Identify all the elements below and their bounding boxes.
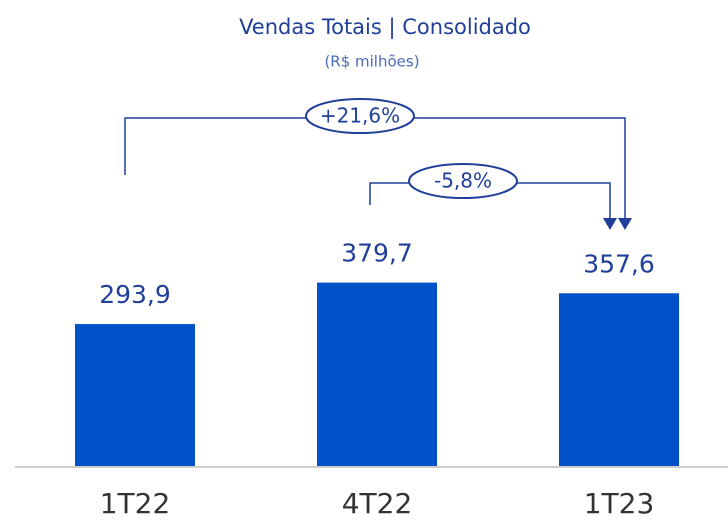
bar (559, 293, 679, 466)
arrow (603, 218, 617, 230)
x-tick-label: 1T22 (100, 487, 171, 520)
annotation-ellipse (305, 98, 415, 134)
chart-subtitle: (R$ milhões) (324, 53, 419, 71)
bar (317, 282, 437, 466)
value-label: 357,6 (583, 249, 655, 278)
bracket (124, 117, 626, 222)
annotation: -5,8% (434, 169, 492, 193)
chart-title: Vendas Totais | Consolidado (239, 15, 531, 40)
x-tick-label: 1T23 (584, 487, 655, 520)
value-label: 379,7 (341, 239, 413, 268)
annotation-ellipse (408, 163, 518, 199)
bracket-line (124, 117, 626, 222)
annotation: +21,6% (320, 104, 400, 128)
x-tick-label: 4T22 (342, 487, 413, 520)
bar (75, 324, 195, 466)
arrow (618, 218, 632, 230)
value-label: 293,9 (99, 280, 171, 309)
